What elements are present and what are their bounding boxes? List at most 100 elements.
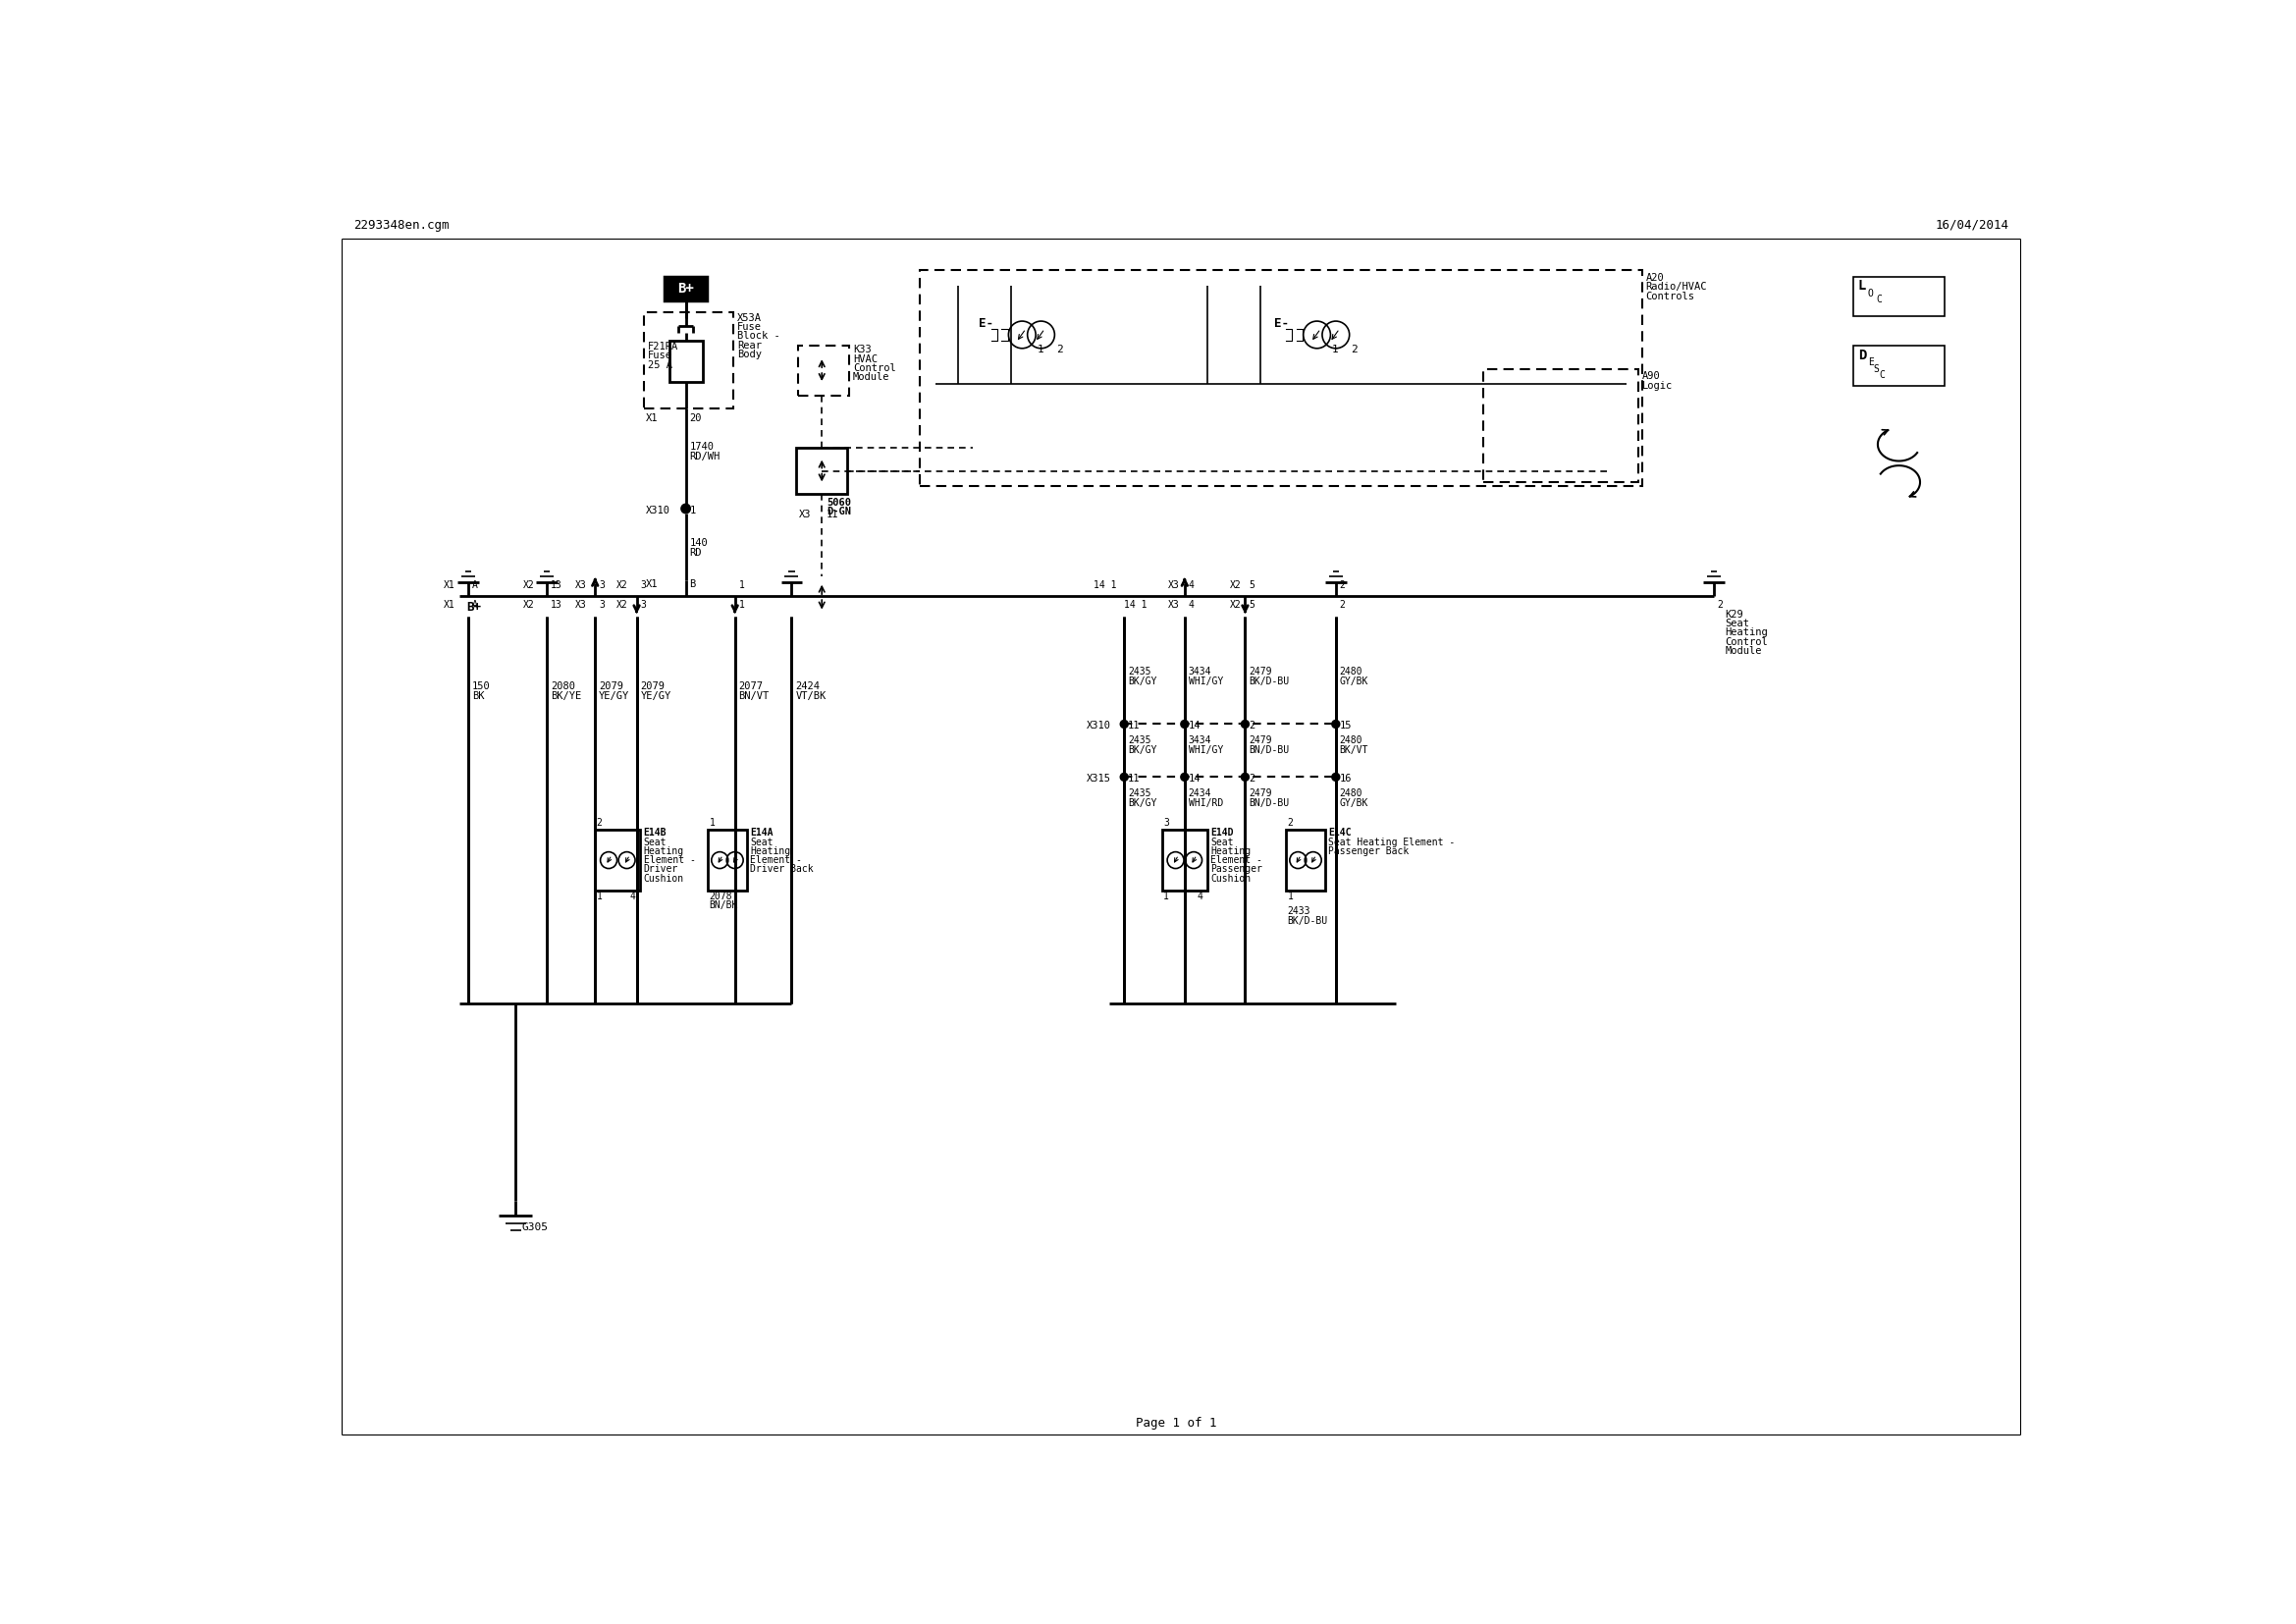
Bar xyxy=(797,448,847,494)
Text: X3: X3 xyxy=(1169,580,1180,590)
Text: 1: 1 xyxy=(739,599,744,609)
Text: D: D xyxy=(1857,348,1867,362)
Text: E14C: E14C xyxy=(1329,828,1352,838)
Text: 2: 2 xyxy=(1288,817,1293,827)
Text: Driver: Driver xyxy=(643,864,677,874)
Text: Fuse: Fuse xyxy=(737,322,762,331)
Bar xyxy=(797,346,850,395)
Circle shape xyxy=(1120,773,1127,781)
Text: YE/GY: YE/GY xyxy=(641,692,670,702)
Text: 1: 1 xyxy=(1038,344,1045,354)
Text: X2: X2 xyxy=(1231,580,1242,590)
Text: Heating: Heating xyxy=(1724,628,1768,638)
Text: 3: 3 xyxy=(599,599,604,609)
Text: 1: 1 xyxy=(1288,892,1293,901)
Text: Fuse: Fuse xyxy=(647,351,673,361)
Bar xyxy=(595,830,641,890)
Text: B: B xyxy=(689,580,696,590)
Text: GY/BK: GY/BK xyxy=(1339,797,1368,807)
Text: 14: 14 xyxy=(1189,721,1201,731)
Bar xyxy=(664,276,707,300)
Text: X3: X3 xyxy=(799,510,810,520)
Text: Passenger: Passenger xyxy=(1210,864,1263,874)
Text: 3434: 3434 xyxy=(1189,736,1212,745)
Circle shape xyxy=(1332,721,1339,728)
Text: A20: A20 xyxy=(1646,273,1665,283)
Text: 14 1: 14 1 xyxy=(1093,580,1116,590)
Text: Block -: Block - xyxy=(737,331,781,341)
Text: Heating: Heating xyxy=(643,846,684,856)
Text: E-: E- xyxy=(1274,317,1288,330)
Bar xyxy=(1483,369,1637,482)
Text: BN/VT: BN/VT xyxy=(739,692,769,702)
Text: Seat: Seat xyxy=(1210,836,1233,848)
Text: 3: 3 xyxy=(1164,817,1169,827)
Text: X2: X2 xyxy=(523,599,535,609)
Text: 5: 5 xyxy=(1249,599,1254,609)
Bar xyxy=(707,830,746,890)
Text: K29: K29 xyxy=(1724,609,1743,619)
Text: 2079: 2079 xyxy=(641,682,666,692)
Text: Seat: Seat xyxy=(751,836,774,848)
Circle shape xyxy=(1180,773,1189,781)
Text: Rear: Rear xyxy=(737,341,762,351)
Text: 16: 16 xyxy=(1339,773,1352,783)
Text: Body: Body xyxy=(737,349,762,359)
Text: B+: B+ xyxy=(466,601,482,614)
Text: 2480: 2480 xyxy=(1339,736,1362,745)
Text: X2: X2 xyxy=(615,599,627,609)
Text: 2077: 2077 xyxy=(739,682,762,692)
Text: Element -: Element - xyxy=(751,856,801,866)
Text: GY/BK: GY/BK xyxy=(1339,676,1368,685)
Text: BK/GY: BK/GY xyxy=(1127,797,1157,807)
Text: 11: 11 xyxy=(1127,773,1141,783)
Text: X2: X2 xyxy=(523,580,535,590)
Text: BK/D-BU: BK/D-BU xyxy=(1249,676,1290,685)
Bar xyxy=(921,271,1642,486)
Text: Control: Control xyxy=(1724,637,1768,646)
Text: 2435: 2435 xyxy=(1127,736,1150,745)
Text: K33: K33 xyxy=(852,344,870,354)
Text: X3: X3 xyxy=(1169,599,1180,609)
Text: 2080: 2080 xyxy=(551,682,574,692)
Text: 1: 1 xyxy=(709,817,714,827)
Text: BN/D-BU: BN/D-BU xyxy=(1249,745,1290,755)
Text: HVAC: HVAC xyxy=(852,354,877,364)
Text: 25 A: 25 A xyxy=(647,361,673,370)
Text: 2: 2 xyxy=(1339,599,1345,609)
Text: WHI/RD: WHI/RD xyxy=(1189,797,1224,807)
Text: E-: E- xyxy=(978,317,994,330)
Text: 3: 3 xyxy=(641,580,645,590)
Text: Module: Module xyxy=(1724,646,1761,656)
Text: YE/GY: YE/GY xyxy=(599,692,629,702)
Circle shape xyxy=(1180,721,1189,728)
Text: RD/WH: RD/WH xyxy=(689,451,721,461)
Text: E: E xyxy=(1869,357,1874,367)
Text: BN/D-BU: BN/D-BU xyxy=(1249,797,1290,807)
Text: A: A xyxy=(473,599,478,609)
Text: X1: X1 xyxy=(645,580,659,590)
Text: 150: 150 xyxy=(473,682,491,692)
Text: 20: 20 xyxy=(689,412,703,422)
Text: 2: 2 xyxy=(1249,773,1256,783)
Text: 2435: 2435 xyxy=(1127,789,1150,799)
Bar xyxy=(1853,346,1945,385)
Text: 3434: 3434 xyxy=(1189,666,1212,676)
Text: 5060: 5060 xyxy=(827,497,852,507)
Text: RD: RD xyxy=(689,547,703,557)
Text: Radio/HVAC: Radio/HVAC xyxy=(1646,283,1706,292)
Text: 2479: 2479 xyxy=(1249,736,1272,745)
Text: BK/VT: BK/VT xyxy=(1339,745,1368,755)
Text: 14: 14 xyxy=(1189,773,1201,783)
Text: O: O xyxy=(1869,287,1874,299)
Text: Page 1 of 1: Page 1 of 1 xyxy=(1137,1418,1217,1429)
Text: D-GN: D-GN xyxy=(827,507,852,516)
Text: 1: 1 xyxy=(597,892,602,901)
Text: X2: X2 xyxy=(1231,599,1242,609)
Text: 13: 13 xyxy=(551,599,563,609)
Text: 2433: 2433 xyxy=(1288,906,1311,916)
Text: 2480: 2480 xyxy=(1339,789,1362,799)
Text: X310: X310 xyxy=(1086,721,1111,731)
Bar xyxy=(1162,830,1208,890)
Text: Heating: Heating xyxy=(751,846,790,856)
